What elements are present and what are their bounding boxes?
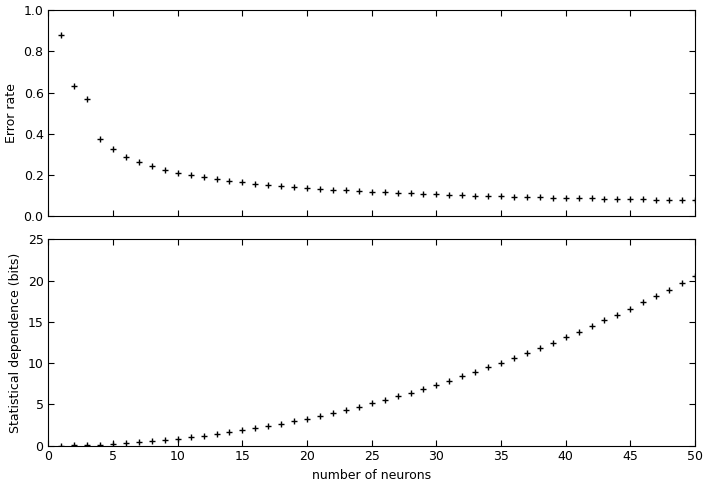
X-axis label: number of neurons: number of neurons xyxy=(312,469,431,482)
Y-axis label: Statistical dependence (bits): Statistical dependence (bits) xyxy=(9,252,22,432)
Y-axis label: Error rate: Error rate xyxy=(5,83,18,143)
